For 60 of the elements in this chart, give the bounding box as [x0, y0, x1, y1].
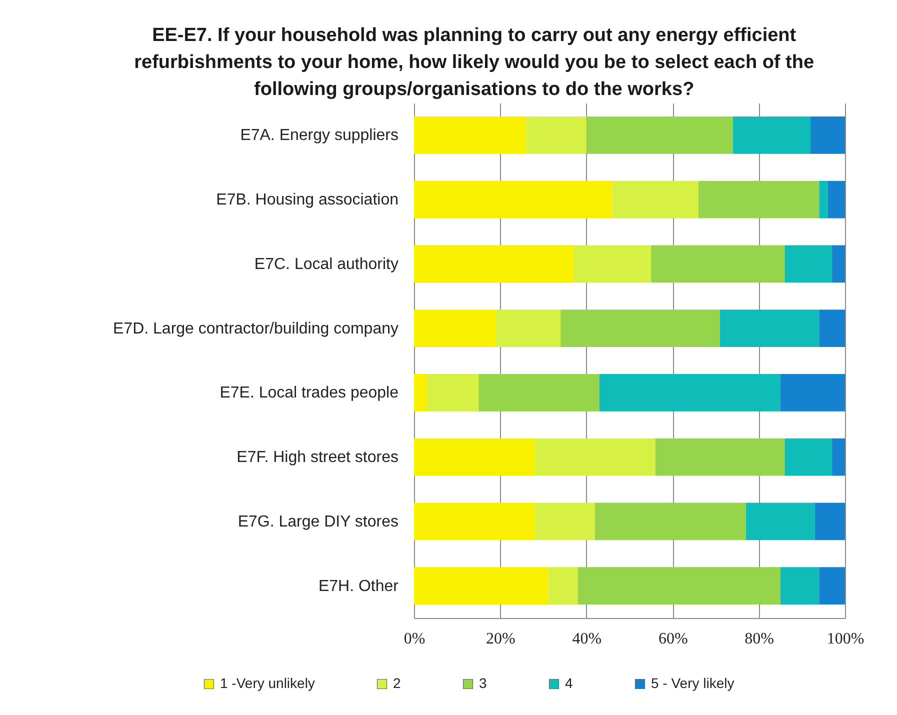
bar — [814, 502, 845, 540]
y-tick-label: E7H. Other — [318, 578, 400, 595]
y-tick-label: E7G. Large DIY stores — [238, 513, 398, 530]
y-tick-label: E7A. Energy suppliers — [240, 127, 398, 144]
bar — [599, 374, 780, 412]
bar — [612, 180, 698, 218]
bar — [478, 374, 600, 412]
bar — [819, 567, 845, 604]
bar — [414, 567, 548, 604]
bar — [534, 438, 656, 476]
bar — [414, 180, 612, 218]
bar — [819, 180, 828, 218]
legend-label: 4 — [565, 675, 573, 691]
bar — [496, 310, 561, 347]
y-tick-label: E7D. Large contractor/building company — [113, 320, 398, 338]
x-tick-label: 20% — [486, 630, 516, 648]
bar — [426, 374, 479, 412]
legend-label: 5 - Very likely — [651, 675, 734, 691]
legend-label: 3 — [479, 675, 487, 691]
chart-title: EE-E7. If your household was planning to carry out any energy efficient refurbishments to your home, how likely would you be to select each of the following groups/organisations to do the works? — [134, 25, 814, 100]
bar — [780, 567, 820, 604]
bar — [534, 502, 596, 540]
bar — [548, 567, 578, 604]
bar — [414, 502, 535, 540]
bar — [780, 374, 845, 412]
bar — [414, 245, 574, 283]
bar — [832, 245, 845, 283]
x-tick-label: 0% — [404, 630, 426, 648]
bar — [810, 116, 845, 154]
y-tick-label: E7B. Housing association — [216, 192, 398, 209]
bar — [819, 310, 845, 347]
y-tick-label: E7F. High street stores — [236, 449, 398, 466]
bar — [784, 438, 832, 476]
x-tick-label: 80% — [744, 630, 774, 648]
bar — [651, 245, 785, 283]
bar — [414, 310, 496, 347]
legend-label: 1 -Very unlikely — [220, 675, 315, 691]
x-tick-label: 40% — [572, 630, 602, 648]
bar — [526, 116, 586, 154]
bar — [655, 438, 785, 476]
bar — [720, 310, 820, 347]
bar — [746, 502, 815, 540]
bar — [595, 502, 746, 540]
bar — [828, 180, 845, 218]
bar — [578, 567, 780, 604]
bar — [586, 116, 733, 154]
legend-label: 2 — [393, 675, 401, 691]
x-tick-label: 100% — [826, 630, 864, 648]
bar — [832, 438, 845, 476]
bar — [732, 116, 811, 154]
bar — [784, 245, 832, 283]
bar — [414, 374, 427, 412]
bar — [414, 438, 535, 476]
bar — [573, 245, 652, 283]
y-tick-label: E7C. Local authority — [254, 256, 398, 273]
bar — [414, 116, 526, 154]
y-tick-label: E7E. Local trades people — [220, 384, 399, 402]
x-tick-label: 60% — [658, 630, 688, 648]
bar — [698, 180, 820, 218]
bar — [560, 310, 720, 347]
